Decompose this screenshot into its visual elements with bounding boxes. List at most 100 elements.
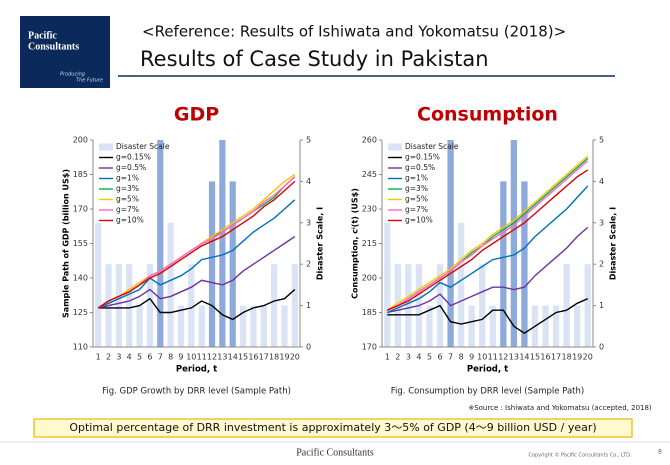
legend-label: Disaster Scale <box>405 142 459 151</box>
y-tick-label: 140 <box>73 274 88 283</box>
highlight-text: Optimal percentage of DRR investment is … <box>69 421 596 434</box>
y2-tick-label: 1 <box>306 301 311 310</box>
bar <box>146 264 154 347</box>
y2-tick-label: 0 <box>599 343 604 352</box>
bar <box>489 305 496 347</box>
bar <box>584 264 591 347</box>
legend-label: g=3% <box>405 184 428 193</box>
x-tick-label: 1 <box>385 353 390 362</box>
x-tick-label: 13 <box>217 353 227 362</box>
footer-company: Pacific Consultants <box>296 447 374 458</box>
x-tick-label: 20 <box>583 353 593 362</box>
bar <box>521 181 528 347</box>
y2-tick-label: 5 <box>599 136 604 145</box>
x-tick-label: 7 <box>158 353 163 362</box>
x-tick-label: 12 <box>498 353 508 362</box>
y-tick-label: 260 <box>362 136 377 145</box>
bar <box>177 305 185 347</box>
copyright: Copyright © Pacific Consultants Co., LTD… <box>528 452 632 459</box>
bar <box>198 305 205 347</box>
bar <box>260 305 267 347</box>
bar <box>281 305 288 347</box>
legend-label: g=3% <box>116 184 139 193</box>
x-tick-label: 5 <box>137 353 142 362</box>
y2-tick-label: 1 <box>599 301 604 310</box>
slide-title: Results of Case Study in Pakistan <box>140 47 489 71</box>
bar <box>457 222 465 347</box>
line-series <box>387 226 589 314</box>
bar <box>167 222 174 347</box>
x-tick-label: 4 <box>127 353 132 362</box>
x-tick-label: 12 <box>207 353 217 362</box>
x-tick-label: 5 <box>427 353 432 362</box>
chart-title: Consumption <box>417 104 558 126</box>
y-tick-label: 245 <box>362 170 377 179</box>
x-tick-label: 15 <box>530 353 540 362</box>
tagline: Producing <box>60 72 85 78</box>
caption: Fig. Consumption by DRR level (Sample Pa… <box>391 387 584 397</box>
bar <box>95 222 102 347</box>
y2-tick-label: 5 <box>306 136 311 145</box>
y2-tick-label: 3 <box>306 218 311 227</box>
x-tick-label: 11 <box>488 353 498 362</box>
bar <box>405 264 412 347</box>
x-tick-label: 19 <box>572 353 582 362</box>
x-tick-label: 9 <box>178 353 183 362</box>
source: ※Source : Ishiwata and Yokomatsu (accept… <box>468 404 652 412</box>
x-tick-label: 18 <box>562 353 572 362</box>
line-series <box>386 155 589 311</box>
y-tick-label: 170 <box>73 205 88 214</box>
x-tick-label: 9 <box>469 353 474 362</box>
y2-axis-label: Disaster Scale, I <box>316 207 325 280</box>
y2-tick-label: 0 <box>306 343 311 352</box>
bar <box>426 305 433 347</box>
y2-tick-label: 2 <box>306 260 311 269</box>
caption: Fig. GDP Growth by DRR level (Sample Pat… <box>102 387 291 397</box>
tagline: The Future <box>76 78 103 84</box>
x-tick-label: 11 <box>197 353 207 362</box>
x-tick-label: 1 <box>96 353 101 362</box>
bar <box>510 140 518 347</box>
x-tick-label: 19 <box>279 353 289 362</box>
x-tick-label: 17 <box>551 353 561 362</box>
bar <box>126 264 133 347</box>
bar <box>291 264 298 347</box>
x-tick-label: 18 <box>269 353 279 362</box>
x-tick-label: 15 <box>238 353 248 362</box>
x-tick-label: 3 <box>406 353 411 362</box>
y-tick-label: 200 <box>362 274 377 283</box>
x-tick-label: 10 <box>186 353 196 362</box>
y2-tick-label: 2 <box>599 260 604 269</box>
bar <box>384 222 391 347</box>
bar <box>574 305 581 347</box>
bar <box>468 305 475 347</box>
x-axis-label: Period, t <box>467 365 508 375</box>
x-tick-label: 14 <box>228 353 238 362</box>
legend-swatch <box>99 143 113 151</box>
highlight-box <box>33 418 633 438</box>
x-tick-label: 20 <box>290 353 300 362</box>
legend-label: g=10% <box>405 216 433 225</box>
legend-label: g=0.5% <box>116 163 146 172</box>
bar <box>115 264 122 347</box>
x-tick-label: 8 <box>168 353 173 362</box>
page-number: 8 <box>658 449 662 456</box>
legend-label: g=5% <box>116 195 139 204</box>
bar <box>136 305 143 347</box>
line-series <box>386 160 589 311</box>
logo-text: Consultants <box>28 41 79 52</box>
x-tick-label: 4 <box>416 353 421 362</box>
x-tick-label: 7 <box>448 353 453 362</box>
bar <box>542 305 549 347</box>
x-axis-label: Period, t <box>176 365 217 375</box>
legend-label: g=10% <box>116 216 144 225</box>
y-tick-label: 125 <box>73 308 88 317</box>
bar <box>239 305 247 347</box>
bar <box>563 264 570 347</box>
legend-label: g=0.5% <box>405 163 435 172</box>
legend-label: Disaster Scale <box>116 142 170 151</box>
y-tick-label: 170 <box>362 343 377 352</box>
x-tick-label: 6 <box>437 353 442 362</box>
bar <box>500 181 507 347</box>
chart-title: GDP <box>174 104 219 126</box>
